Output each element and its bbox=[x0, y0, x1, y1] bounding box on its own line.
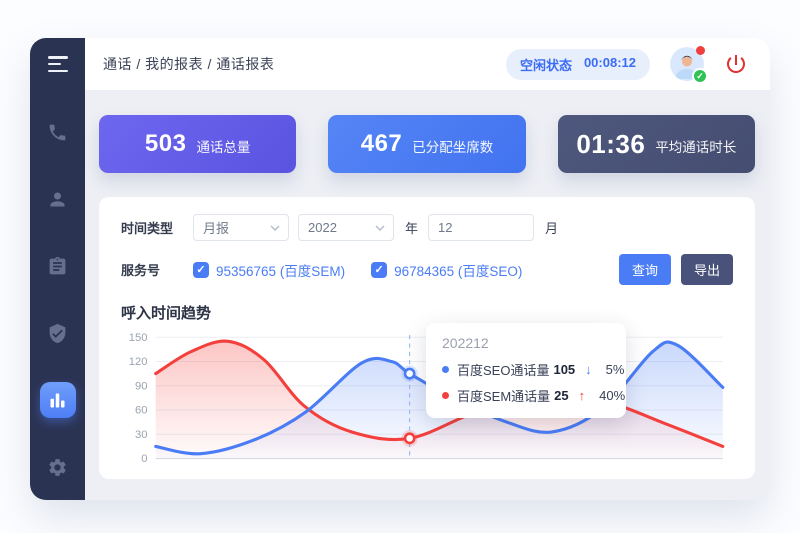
sidebar-item-tasks[interactable] bbox=[40, 248, 76, 284]
service-checkbox-label: 96784365 (百度SEO) bbox=[394, 263, 523, 279]
agent-status-pill[interactable]: 空闲状态 00:08:12 bbox=[505, 48, 650, 80]
power-button[interactable] bbox=[724, 52, 748, 76]
tooltip-value: 25 bbox=[554, 388, 569, 403]
tooltip-series-label: 百度SEO通话量 bbox=[457, 363, 550, 378]
service-checkbox-seo[interactable]: ✓ 96784365 (百度SEO) bbox=[371, 260, 522, 280]
checkbox-checked-icon: ✓ bbox=[193, 261, 209, 278]
service-filter-row: 服务号 ✓ 95356765 (百度SEM) ✓ 96784365 (百度SEO… bbox=[121, 254, 733, 285]
year-unit-label: 年 bbox=[405, 221, 419, 236]
breadcrumb: 通话 / 我的报表 / 通话报表 bbox=[103, 56, 275, 72]
notification-dot bbox=[696, 46, 705, 55]
year-select-value: 2022 bbox=[308, 220, 337, 235]
time-type-label: 时间类型 bbox=[121, 221, 174, 236]
avatar[interactable]: ✓ bbox=[670, 46, 708, 84]
sem-series-dot bbox=[442, 392, 449, 399]
sidebar-item-settings[interactable] bbox=[40, 449, 76, 485]
phone-icon bbox=[49, 124, 66, 140]
chart-tooltip: 202212 百度SEO通话量 105 ↓ 5% 百度SEM通话量 25 bbox=[426, 323, 626, 418]
svg-text:150: 150 bbox=[129, 332, 148, 344]
bar-chart-icon bbox=[50, 393, 65, 407]
tooltip-period: 202212 bbox=[442, 335, 489, 351]
person-icon bbox=[50, 192, 65, 206]
time-filter-row: 时间类型 月报 2022 年 月 bbox=[121, 214, 733, 241]
svg-text:60: 60 bbox=[135, 405, 147, 417]
main-area: 503 通话总量 467 已分配坐席数 01:36 平均通话时长 时间类型 月报 bbox=[85, 90, 770, 500]
stats-row: 503 通话总量 467 已分配坐席数 01:36 平均通话时长 bbox=[99, 115, 755, 173]
svg-text:0: 0 bbox=[141, 453, 147, 465]
chevron-down-icon bbox=[270, 224, 280, 231]
checkbox-checked-icon: ✓ bbox=[371, 261, 388, 278]
period-select-value: 月报 bbox=[203, 221, 230, 236]
sidebar bbox=[30, 38, 85, 500]
tooltip-row-seo: 百度SEO通话量 105 ↓ 5% bbox=[442, 360, 624, 379]
status-label: 空闲状态 bbox=[519, 57, 572, 73]
stat-value: 01:36 bbox=[576, 128, 646, 159]
service-checkbox-sem[interactable]: ✓ 95356765 (百度SEM) bbox=[193, 260, 345, 280]
tooltip-value: 105 bbox=[553, 362, 576, 377]
month-input[interactable] bbox=[428, 214, 535, 241]
tooltip-row-sem: 百度SEM通话量 25 ↑ 40% bbox=[442, 386, 625, 405]
query-button[interactable]: 查询 bbox=[618, 254, 671, 285]
sidebar-item-reports[interactable] bbox=[39, 382, 76, 418]
sidebar-item-calls[interactable] bbox=[40, 114, 76, 150]
sidebar-item-security[interactable] bbox=[40, 315, 76, 351]
app-window: 通话 / 我的报表 / 通话报表 空闲状态 00:08:12 bbox=[30, 38, 770, 500]
svg-text:30: 30 bbox=[135, 429, 147, 441]
svg-text:120: 120 bbox=[129, 356, 148, 368]
year-select[interactable]: 2022 bbox=[298, 214, 394, 241]
stat-card-avg-duration: 01:36 平均通话时长 bbox=[557, 115, 755, 173]
clipboard-icon bbox=[49, 256, 66, 274]
topbar: 通话 / 我的报表 / 通话报表 空闲状态 00:08:12 bbox=[85, 38, 770, 90]
sidebar-item-contacts[interactable] bbox=[40, 181, 76, 217]
online-check-badge: ✓ bbox=[692, 68, 708, 84]
export-button[interactable]: 导出 bbox=[680, 254, 733, 285]
stat-label: 已分配坐席数 bbox=[412, 139, 494, 155]
month-unit-label: 月 bbox=[545, 221, 559, 236]
stat-card-assigned-seats: 467 已分配坐席数 bbox=[328, 115, 526, 173]
shield-check-icon bbox=[49, 323, 66, 343]
chart-title: 呼入时间趋势 bbox=[121, 305, 212, 322]
stat-label: 平均通话时长 bbox=[655, 139, 737, 155]
menu-toggle-icon[interactable] bbox=[46, 54, 70, 74]
status-timer: 00:08:12 bbox=[583, 54, 636, 70]
svg-text:90: 90 bbox=[135, 380, 147, 392]
tooltip-percent: 40% bbox=[599, 388, 626, 403]
service-label: 服务号 bbox=[121, 263, 161, 278]
period-select[interactable]: 月报 bbox=[193, 214, 289, 241]
tooltip-series-label: 百度SEM通话量 bbox=[457, 389, 551, 404]
stat-value: 503 bbox=[144, 130, 187, 157]
tooltip-percent: 5% bbox=[605, 362, 625, 377]
arrow-down-icon: ↓ bbox=[585, 362, 592, 377]
report-card: 时间类型 月报 2022 年 月 服务号 bbox=[99, 197, 755, 479]
gear-icon bbox=[49, 458, 66, 476]
service-checkbox-label: 95356765 (百度SEM) bbox=[216, 263, 346, 279]
power-icon bbox=[727, 55, 745, 73]
seo-series-dot bbox=[442, 366, 449, 373]
trend-chart: 150 120 90 60 30 0 202212 百度SEO通话量 105 ↓ 5% bbox=[121, 323, 733, 471]
chevron-down-icon bbox=[375, 224, 385, 231]
stat-card-total-calls: 503 通话总量 bbox=[99, 115, 297, 173]
stat-label: 通话总量 bbox=[196, 139, 251, 155]
arrow-up-icon: ↑ bbox=[578, 388, 586, 403]
stat-value: 467 bbox=[360, 130, 403, 157]
